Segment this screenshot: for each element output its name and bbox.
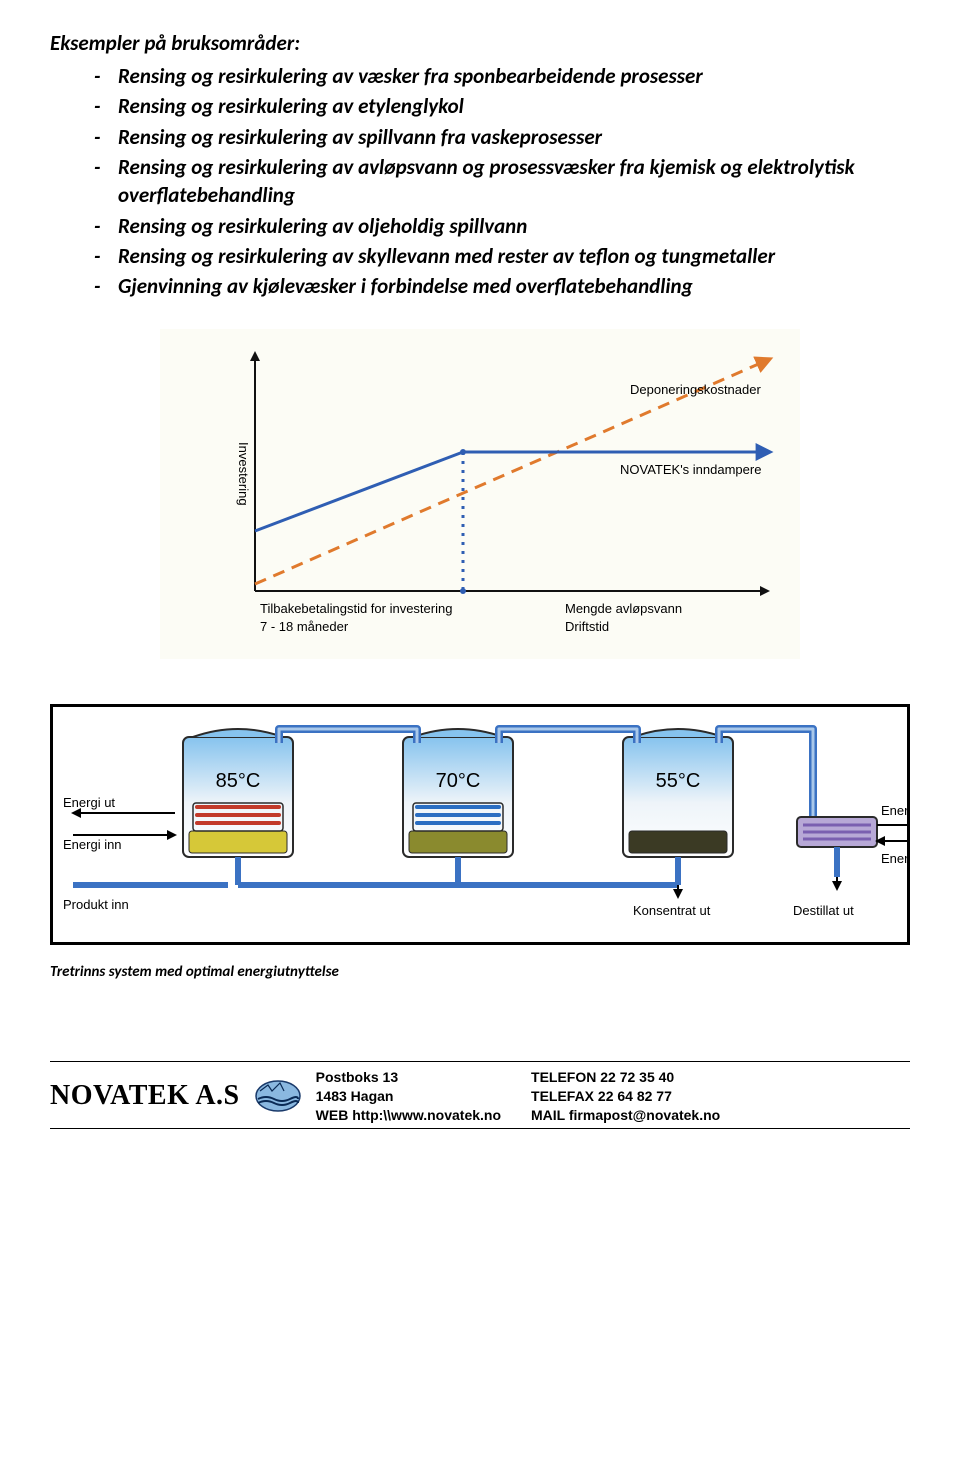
svg-text:Driftstid: Driftstid xyxy=(565,619,609,634)
page-footer: NOVATEK A.S Postboks 13 1483 Hagan WEB h… xyxy=(50,1061,910,1130)
svg-text:Investering: Investering xyxy=(236,442,251,506)
svg-text:Deponeringskostnader: Deponeringskostnader xyxy=(630,382,761,397)
svg-text:55°C: 55°C xyxy=(656,770,701,792)
bullet-item: Rensing og resirkulering av spillvann fr… xyxy=(94,123,910,151)
svg-text:Konsentrat ut: Konsentrat ut xyxy=(633,903,711,918)
footer-addr2: 1483 Hagan xyxy=(316,1087,501,1106)
footer-columns: Postboks 13 1483 Hagan WEB http:\\www.no… xyxy=(316,1068,721,1125)
svg-text:85°C: 85°C xyxy=(216,770,261,792)
cost-chart: Investering Deponeringskostnader NOVATEK's… xyxy=(160,329,800,664)
bullet-item: Rensing og resirkulering av oljeholdig s… xyxy=(94,212,910,240)
svg-text:70°C: 70°C xyxy=(436,770,481,792)
svg-text:NOVATEK's inndampere: NOVATEK's inndampere xyxy=(620,462,761,477)
bullet-item: Rensing og resirkulering av avløpsvann o… xyxy=(94,153,910,210)
svg-text:Energi ut: Energi ut xyxy=(63,795,115,810)
company-logo-icon xyxy=(254,1079,302,1113)
diagram-caption: Tretrinns system med optimal energiutnyt… xyxy=(50,963,910,981)
footer-mail: MAIL firmapost@novatek.no xyxy=(531,1106,720,1125)
svg-text:Energi inn: Energi inn xyxy=(881,851,907,866)
svg-text:Tilbakebetalingstid for invest: Tilbakebetalingstid for investering xyxy=(260,601,452,616)
bullet-item: Rensing og resirkulering av etylenglykol xyxy=(94,92,910,120)
process-diagram-svg: 85°C 70°C 55°C Energi ut Energi inn Produkt i… xyxy=(53,707,907,937)
svg-text:7 - 18 måneder: 7 - 18 måneder xyxy=(260,619,349,634)
process-diagram: 85°C 70°C 55°C Energi ut Energi inn Produkt i… xyxy=(50,704,910,945)
svg-text:Produkt inn: Produkt inn xyxy=(63,897,129,912)
footer-fax: TELEFAX 22 64 82 77 xyxy=(531,1087,720,1106)
bullet-item: Rensing og resirkulering av væsker fra s… xyxy=(94,62,910,90)
cost-chart-svg: Investering Deponeringskostnader NOVATEK's… xyxy=(160,329,800,659)
svg-text:Destillat ut: Destillat ut xyxy=(793,903,854,918)
svg-text:Mengde avløpsvann: Mengde avløpsvann xyxy=(565,601,682,616)
footer-tel: TELEFON 22 72 35 40 xyxy=(531,1068,720,1087)
footer-web: WEB http:\\www.novatek.no xyxy=(316,1106,501,1125)
bullet-item: Gjenvinning av kjølevæsker i forbindelse… xyxy=(94,272,910,300)
svg-text:Energi ut: Energi ut xyxy=(881,803,907,818)
svg-text:Energi inn: Energi inn xyxy=(63,837,122,852)
section-heading: Eksempler på bruksområder: xyxy=(50,30,910,56)
footer-addr1: Postboks 13 xyxy=(316,1068,501,1087)
bullet-list: Rensing og resirkulering av væsker fra s… xyxy=(50,62,910,301)
bullet-item: Rensing og resirkulering av skyllevann m… xyxy=(94,242,910,270)
company-name: NOVATEK A.S xyxy=(50,1080,240,1112)
